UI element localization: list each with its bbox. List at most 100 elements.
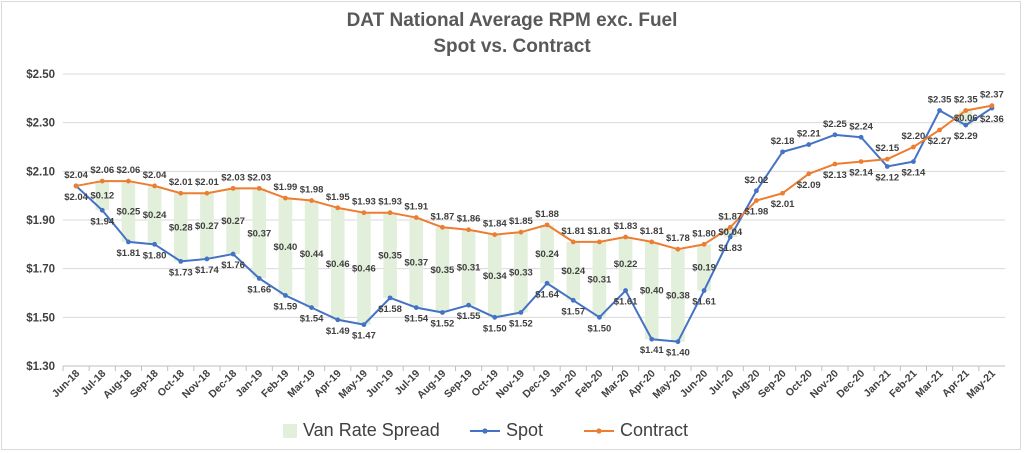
spot-marker <box>597 314 602 320</box>
spread-data-label: $0.35 <box>431 265 455 276</box>
spot-data-label: $1.55 <box>457 311 481 322</box>
spot-marker <box>806 142 812 147</box>
spread-data-label: $0.28 <box>169 222 193 233</box>
spot-marker <box>466 302 471 308</box>
spread-data-label: $0.35 <box>378 250 402 261</box>
x-tick-label: Feb-20 <box>573 368 606 401</box>
spread-bar <box>540 224 554 284</box>
legend-label-spread: Van Rate Spread <box>303 420 440 440</box>
spread-data-label: $0.06 <box>954 113 978 124</box>
x-tick-label: Mar-21 <box>913 368 946 401</box>
spot-marker <box>256 276 262 281</box>
spot-marker <box>99 207 105 213</box>
spot-marker <box>283 293 288 298</box>
y-tick-label: $2.10 <box>26 166 55 178</box>
contract-data-label: $1.93 <box>378 197 402 208</box>
spread-data-label: $0.24 <box>143 210 167 221</box>
contract-data-label: $1.81 <box>588 226 612 237</box>
spread-bar <box>173 193 188 262</box>
spot-data-label: $1.41 <box>640 345 664 356</box>
x-tick-label: Mar-19 <box>285 368 318 401</box>
spot-marker <box>701 288 707 293</box>
x-tick-label: Aug-18 <box>101 368 135 402</box>
x-tick-label: Mar-20 <box>599 368 632 401</box>
x-tick-label: Feb-21 <box>887 368 920 401</box>
contract-marker <box>544 222 550 228</box>
spread-bar <box>357 212 371 325</box>
contract-data-label: $2.09 <box>797 180 821 191</box>
data-labels: $2.04 $2.06 $2.06 $2.04$2.01 $2.01 $2.03 $2.03… <box>64 90 1004 359</box>
contract-data-label: $1.85 <box>509 216 533 227</box>
spread-data-label: $0.46 <box>326 259 350 270</box>
contract-data-label: $2.20 <box>902 131 926 142</box>
spread-bar <box>95 181 110 211</box>
spot-marker <box>126 239 131 245</box>
contract-marker <box>309 198 314 203</box>
x-tick-label: Dec-20 <box>834 368 867 401</box>
spread-data-label: $0.40 <box>640 286 664 297</box>
spread-data-label: $0.04 <box>718 227 742 238</box>
legend-marker-spot <box>482 428 488 434</box>
contract-data-label: $2.03 <box>247 172 271 183</box>
spread-data-label: $0.27 <box>195 221 219 232</box>
spread-bar <box>435 227 450 313</box>
legend: Van Rate Spread Spot Contract <box>283 420 688 440</box>
spread-bar <box>121 181 136 242</box>
spot-marker <box>413 305 419 310</box>
contract-data-label: $2.14 <box>849 168 873 179</box>
spot-marker <box>544 280 550 286</box>
spot-marker <box>884 164 890 169</box>
spot-data-label: $2.25 <box>823 119 847 130</box>
spot-marker <box>309 305 314 310</box>
spot-data-label: $1.59 <box>274 301 298 312</box>
spot-data-label: $1.66 <box>247 284 271 295</box>
contract-marker <box>963 108 969 113</box>
spot-data-label: $1.83 <box>718 243 742 254</box>
legend-swatch-spread <box>283 424 297 438</box>
contract-data-label: $1.98 <box>300 185 324 196</box>
spot-marker <box>858 134 864 140</box>
x-tick-label: Sep-19 <box>442 368 475 401</box>
spread-bar <box>618 237 633 291</box>
spread-bar <box>461 229 476 306</box>
contract-data-label: $1.93 <box>352 197 376 208</box>
spread-data-label: $0.37 <box>247 228 271 239</box>
x-tick-label: May-20 <box>650 368 684 402</box>
spot-data-label: $2.35 <box>928 95 952 106</box>
x-tick-label: Jan-21 <box>861 368 893 400</box>
contract-data-label: $2.04 <box>143 170 167 181</box>
spread-data-label: $0.19 <box>692 262 716 273</box>
spot-marker <box>492 314 498 320</box>
contract-data-label: $1.98 <box>745 207 769 218</box>
spread-data-label: $0.34 <box>483 271 507 282</box>
contract-data-label: $1.87 <box>431 211 455 222</box>
spread-bars <box>95 110 973 342</box>
spread-bar <box>383 212 397 298</box>
spot-data-label: $1.73 <box>169 267 193 278</box>
contract-data-label: $1.87 <box>718 211 742 222</box>
spot-data-label: $1.81 <box>117 248 141 259</box>
spread-bar <box>723 227 738 238</box>
contract-data-label: $1.88 <box>535 209 559 220</box>
spread-data-label: $0.25 <box>117 206 141 217</box>
contract-marker <box>623 234 628 240</box>
spot-data-label: $1.40 <box>666 348 690 359</box>
contract-marker <box>858 159 864 165</box>
x-tick-label: Dec-19 <box>520 368 553 401</box>
contract-marker <box>570 239 576 245</box>
x-tick-label: May-19 <box>336 368 370 402</box>
contract-data-label: $2.01 <box>195 177 219 188</box>
spot-marker <box>361 322 367 328</box>
contract-marker <box>466 227 471 233</box>
contract-data-label: $1.99 <box>274 182 298 193</box>
contract-marker <box>230 185 236 191</box>
contract-marker <box>884 156 890 162</box>
contract-data-label: $2.35 <box>954 95 978 106</box>
spot-data-label: $2.36 <box>980 114 1004 125</box>
spot-data-label: $2.04 <box>64 192 88 203</box>
spot-marker <box>230 251 236 257</box>
spot-data-label: $2.18 <box>771 136 795 147</box>
contract-marker <box>178 190 184 196</box>
